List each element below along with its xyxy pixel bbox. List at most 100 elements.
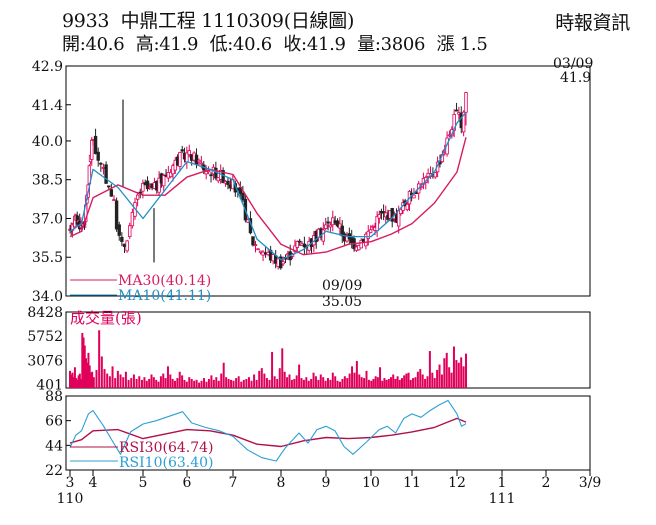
volume-bar — [462, 366, 465, 388]
volume-bar — [271, 351, 274, 388]
year-label: 111 — [489, 491, 516, 507]
volume-bar — [278, 368, 281, 388]
volume-panel: 8428 5752 3076 401 成交量(張) — [27, 305, 591, 393]
low-value: 40.6 — [233, 34, 272, 55]
volume-bar — [111, 366, 114, 388]
volume-bar — [273, 376, 276, 388]
volume-value: 3806 — [380, 34, 426, 55]
low-date-label: 09/09 — [322, 278, 362, 294]
ma30-legend-label: MA30(40.14) — [118, 273, 211, 289]
volume-label: 量: — [357, 34, 381, 55]
candle-body — [101, 167, 106, 169]
last-high-label: 41.9 — [560, 70, 591, 86]
volume-bar — [76, 379, 79, 388]
volume-bar — [355, 360, 358, 388]
volume-bar — [124, 371, 127, 388]
volume-bar — [431, 372, 434, 388]
volume-bar — [372, 378, 375, 388]
x-tick-label: 8 — [277, 475, 286, 491]
x-tick-label: 3 — [66, 475, 75, 491]
volume-bar — [409, 379, 412, 388]
rsi-tick-label: 66 — [45, 414, 63, 430]
volume-bar — [314, 376, 317, 388]
volume-bar — [70, 374, 73, 388]
volume-bar — [363, 378, 366, 388]
rsi30-legend-label: RSI30(64.74) — [119, 440, 213, 456]
candle-body — [130, 212, 135, 227]
volume-bar — [360, 377, 363, 388]
volume-bar — [150, 374, 153, 388]
volume-bar — [452, 346, 455, 388]
rsi10-legend-label: RSI10(63.40) — [119, 455, 213, 471]
volume-bar — [265, 378, 268, 388]
candle-body — [226, 180, 230, 185]
volume-bar — [416, 371, 419, 388]
volume-bar — [339, 381, 342, 388]
volume-bar — [247, 377, 250, 388]
volume-bar — [300, 378, 303, 388]
volume-bar — [82, 337, 85, 388]
candle-body — [117, 224, 121, 236]
candle-body — [125, 240, 129, 252]
volume-bar — [193, 380, 196, 388]
volume-bar — [207, 378, 210, 388]
volume-bar — [414, 377, 417, 388]
volume-bar — [217, 380, 220, 388]
candle-body — [412, 194, 416, 199]
candle-body — [377, 214, 381, 219]
volume-bar — [83, 345, 86, 388]
candle-body — [168, 171, 173, 178]
close-label: 收: — [283, 34, 307, 55]
volume-bar — [358, 374, 361, 388]
candle-body — [251, 236, 255, 246]
volume-bar — [293, 378, 296, 388]
volume-bar — [365, 370, 368, 388]
volume-bar — [370, 380, 373, 388]
volume-bar — [230, 379, 233, 388]
candle-body — [359, 239, 363, 249]
volume-bar — [396, 376, 399, 388]
volume-bar — [268, 379, 271, 388]
change-value: 1.5 — [459, 34, 488, 55]
volume-bar — [440, 374, 443, 388]
candle-body — [381, 211, 386, 214]
rsi10-line — [69, 399, 467, 462]
volume-bar — [178, 371, 181, 388]
candle-body — [112, 199, 116, 201]
year-label: 110 — [57, 491, 84, 507]
volume-bar — [283, 371, 286, 388]
candle-body — [433, 172, 437, 178]
x-tick-label: 3/9 — [579, 475, 602, 491]
volume-bar — [190, 378, 193, 388]
candle-body — [135, 194, 140, 200]
volume-bar — [346, 378, 349, 388]
rsi-panel: 88 66 44 22 RSI30(64.74)RSI10(63.40) — [45, 389, 591, 479]
volume-bar — [235, 378, 238, 388]
volume-bar — [403, 375, 406, 388]
volume-bar — [398, 379, 401, 388]
volume-bar — [310, 378, 313, 388]
volume-bar — [78, 373, 81, 388]
volume-bar — [253, 374, 256, 388]
candle-body — [214, 167, 218, 179]
price-frame — [65, 65, 591, 297]
volume-bar — [159, 376, 162, 388]
volume-bar — [374, 376, 377, 388]
open-quote: 開:40.6 — [62, 34, 125, 55]
volume-bar — [75, 378, 78, 388]
volume-bar — [145, 380, 148, 388]
volume-bar — [185, 381, 188, 388]
candle-body — [122, 243, 127, 247]
volume-bar — [255, 379, 258, 388]
volume-bar — [276, 378, 279, 388]
change-quote: 漲 1.5 — [437, 34, 488, 55]
candle-body — [454, 109, 459, 112]
volume-bar — [84, 358, 87, 388]
volume-bar — [351, 366, 354, 388]
volume-bar — [412, 378, 415, 388]
candle-body — [96, 151, 100, 161]
volume-bar — [443, 358, 446, 388]
volume-bar — [312, 372, 315, 388]
